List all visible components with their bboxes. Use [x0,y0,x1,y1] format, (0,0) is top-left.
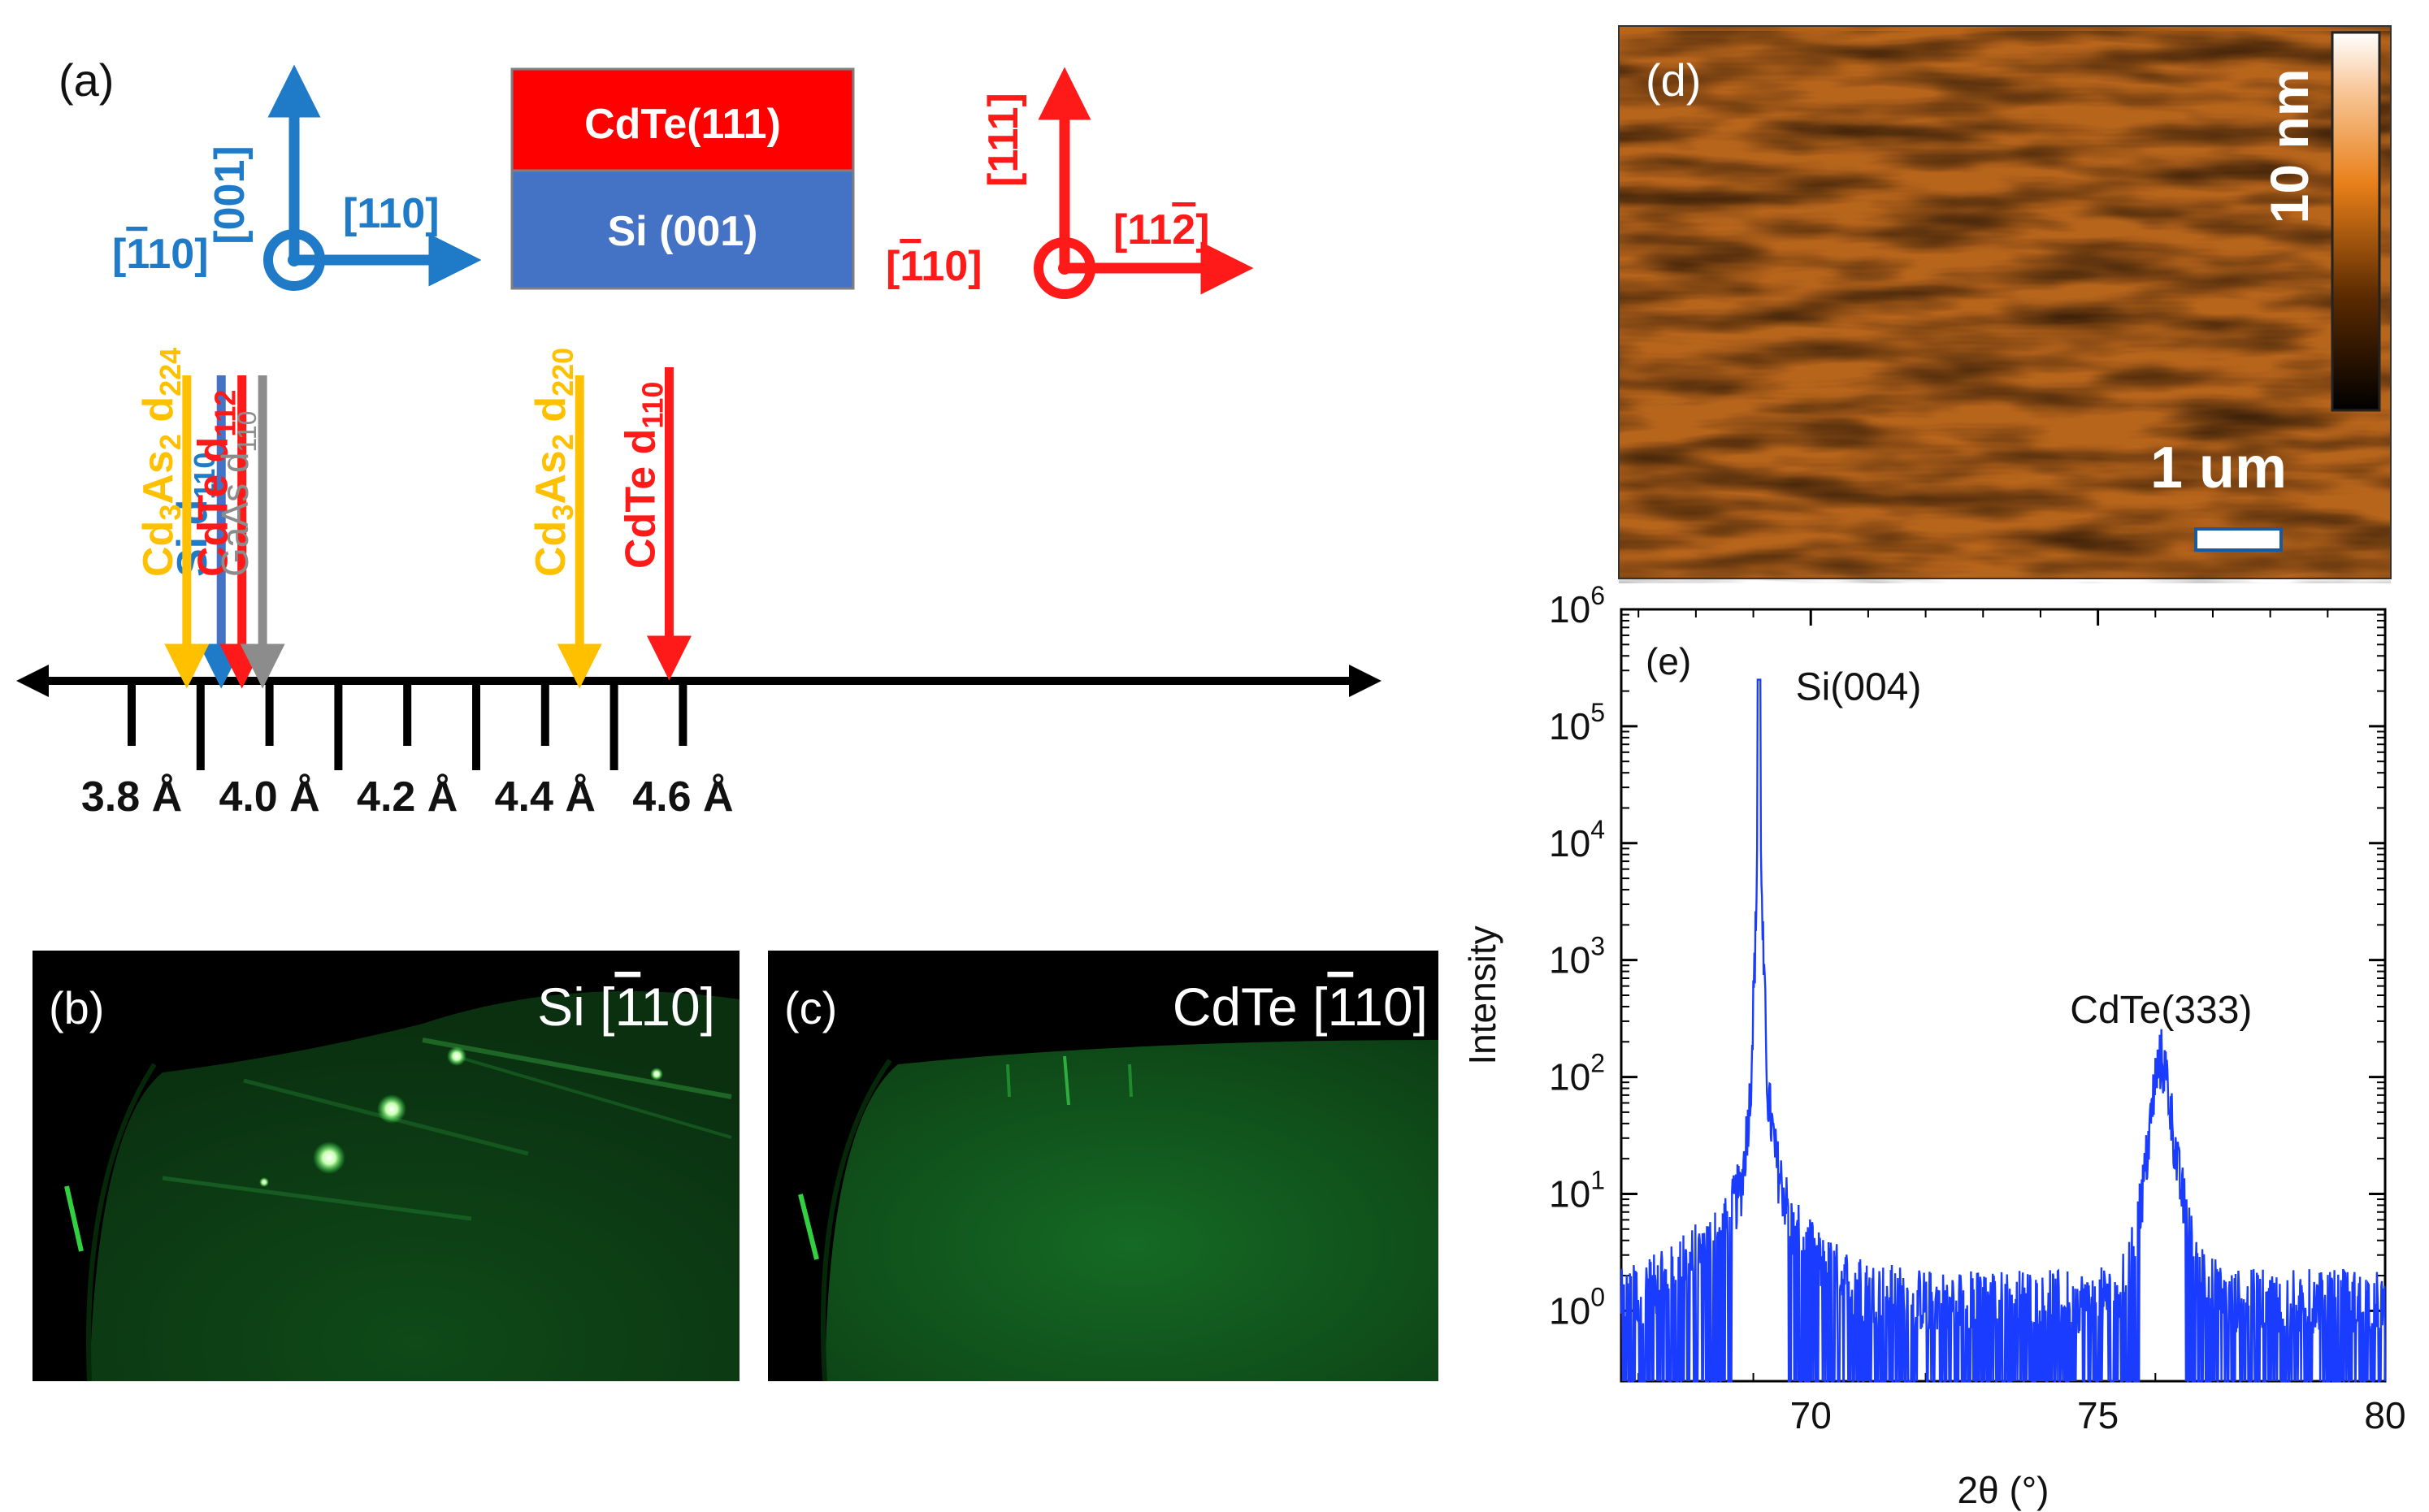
y-tick-label: 105 [1549,698,1605,747]
svg-text:GaAs d110: GaAs d110 [214,411,262,577]
spacing-tick-label: 4.6 Å [632,773,733,821]
panel-e-label: (e) [1646,640,1691,682]
si-axis-right-label: [110] [343,190,440,237]
svg-text:CdTe d110: CdTe d110 [617,382,669,569]
afm-colorbar [2331,31,2381,412]
cdte-axis-out-label: [110] [886,243,982,290]
panel-b: (b) Si [110] [33,951,740,1382]
y-tick-label: 106 [1549,581,1605,630]
spacing-tick-label: 4.2 Å [357,773,458,821]
panel-b-label: (b) [49,982,104,1033]
si-axis-out-label: [110] [112,231,209,278]
si-axis-up-label: [001] [206,145,254,244]
svg-text:Cd3As2 d220: Cd3As2 d220 [527,348,579,577]
x-tick-label: 75 [2077,1394,2119,1436]
cdte-axis-right-label: [112] [1113,206,1210,253]
x-axis-label: 2θ (°) [1958,1469,2049,1511]
y-tick-label: 103 [1549,932,1605,981]
svg-text:Si d110: Si d110 [169,453,221,577]
si-axes: [001] [110] [110] [112,64,482,291]
cdte-axis-up-label: [111] [980,93,1027,187]
afm-scale-bar [2194,527,2283,552]
svg-text:CdTe d112: CdTe d112 [190,390,242,577]
peak-label-cdte333: CdTe(333) [2070,989,2252,1032]
arrow-cdte-d112: CdTe d112 [190,375,265,689]
panel-c-title: CdTe [110] [1173,977,1428,1037]
cdte-axes: [111] [112] [110] [886,67,1254,299]
panel-c: (c) CdTe [110] [768,951,1438,1382]
svg-text:Cd3As2 d224: Cd3As2 d224 [135,348,187,577]
cdte-axis-out-of-plane-icon [1034,237,1095,299]
arrow-cd3as2-d220: Cd3As2 d220 [527,348,602,689]
y-tick-label: 100 [1549,1282,1605,1332]
panel-a-label: (a) [59,54,114,106]
si-axis-out-of-plane-icon [263,229,325,291]
si-layer-label: Si (001) [608,208,758,255]
cdte-layer-label: CdTe(111) [584,101,781,148]
lattice-spacing-arrows: Si d110 Cd3As2 d224 CdTe d112 GaAs d110 … [135,348,692,689]
si-layer [510,169,855,290]
arrow-gaas-d110: GaAs d110 [214,375,285,689]
xrd-plot-frame [1620,608,2387,1383]
layer-stack: CdTe(111) Si (001) [510,67,855,290]
spacing-tick-label: 4.4 Å [495,773,596,821]
arrow-cd3as2-d224: Cd3As2 d224 [135,348,210,689]
y-axis-label: Intensity [1461,925,1503,1064]
y-tick-label: 101 [1549,1165,1605,1215]
spacing-scale: 3.8 Å 4.0 Å 4.2 Å 4.4 Å 4.6 Å [16,665,1381,821]
panel-a: (a) [001] [110] [110] CdTe(111) Si (001)… [16,54,1381,821]
spacing-tick-label: 4.0 Å [219,773,319,821]
xrd-series-line [1620,678,2387,1383]
afm-scale-label: 1 um [2150,435,2287,500]
panel-d-label: (d) [1646,54,1701,106]
afm-colorbar-label: 10 nm [2259,69,2319,224]
arrow-cdte-d110: CdTe d110 [617,367,692,681]
x-tick-label: 80 [2364,1394,2405,1436]
panel-c-label: (c) [784,982,837,1033]
y-tick-label: 102 [1549,1049,1605,1098]
peak-label-si004: Si(004) [1796,666,1922,709]
y-tick-label: 104 [1549,815,1605,864]
spacing-tick-label: 3.8 Å [81,773,182,821]
cdte-layer [510,67,855,172]
panel-d: (d) 10 nm 1 um [1618,25,2392,583]
x-tick-label: 70 [1790,1394,1832,1436]
panel-b-title: Si [110] [537,977,715,1037]
arrow-si-d110: Si d110 [169,375,244,689]
